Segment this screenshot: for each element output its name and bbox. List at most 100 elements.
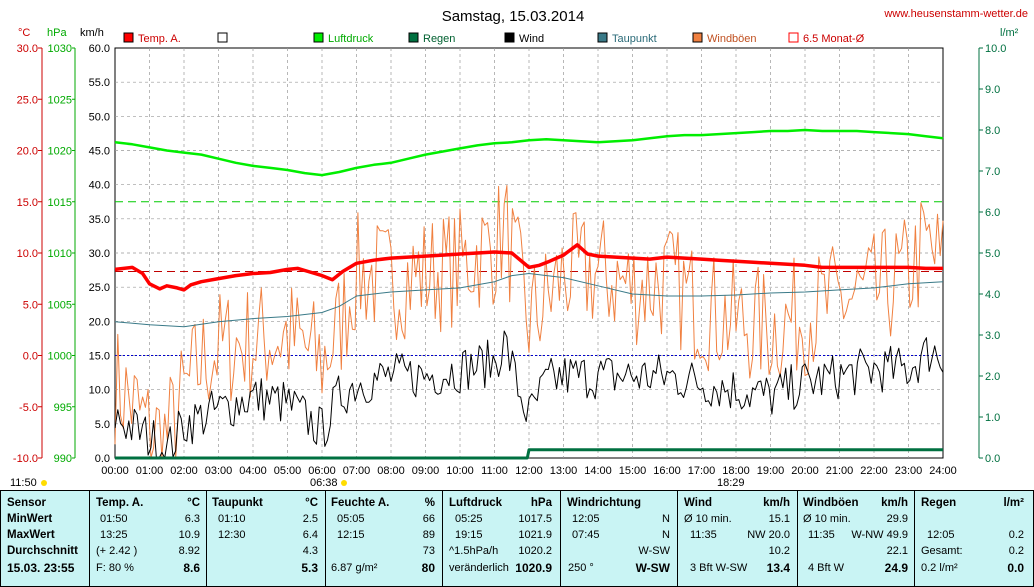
unit-wind: km/h (80, 27, 104, 39)
wdir-max-val: N (662, 529, 670, 541)
temp-unit: °C (187, 497, 200, 509)
unit-temp: °C (18, 27, 30, 39)
wdir-header: Windrichtung (567, 497, 641, 509)
temp-foot-left: F: 80 % (96, 562, 134, 574)
wind-max-time: 11:35 (690, 529, 717, 541)
x-marker-label: 11:50 (10, 477, 37, 489)
series-temp-a- (114, 243, 943, 292)
x-tick-label: 00:00 (101, 465, 129, 477)
wind-tick-label: 45.0 (89, 146, 110, 158)
dew-min-val: 2.5 (302, 513, 318, 525)
press-max-val: 1021.9 (518, 529, 552, 541)
rain-tick-label: 6.0 (985, 207, 1000, 219)
series-regen (115, 448, 943, 460)
temp-foot-val: 8.6 (183, 561, 200, 575)
temp-tick-label: -5.0 (19, 402, 38, 414)
weather-chart: Samstag, 15.03.2014 www.heusenstamm-wett… (10, 8, 1028, 489)
pressure-tick-label: 1030 (48, 43, 72, 55)
stats-table: Sensor MinWert MaxWert Durchschnitt 15.0… (0, 490, 1034, 587)
temp-tick-label: 20.0 (17, 146, 38, 158)
rain-tick-label: 2.0 (985, 371, 1000, 383)
rain-min-val: 0.2 (1008, 529, 1024, 541)
dew-max-time: 12:30 (218, 529, 246, 541)
legend-swatch (504, 32, 515, 43)
press-avg-note: ^1.5hPa/h (449, 545, 499, 557)
temp-tick-label: 10.0 (17, 248, 38, 260)
wdir-foot-val: W-SW (635, 561, 670, 575)
wind-foot-left: 3 Bft W-SW (690, 562, 748, 574)
x-tick-label: 14:00 (584, 465, 612, 477)
chart-legend: Temp. A. Luftdruck Regen Wind Taupunkt Windbö… (123, 32, 865, 45)
temp-avg-note: (+ 2.42 ) (96, 545, 138, 557)
gust-foot-val: 24.9 (884, 561, 908, 575)
rain-header: Regen (921, 497, 957, 509)
x-tick-label: 19:00 (757, 465, 785, 477)
rain-foot-left: 0.2 l/m² (921, 562, 958, 574)
pressure-tick-label: 1000 (48, 351, 72, 363)
x-tick-label: 21:00 (826, 465, 854, 477)
x-tick-label: 16:00 (653, 465, 681, 477)
legend-label: Windböen (707, 33, 757, 45)
pressure-tick-label: 1015 (48, 197, 72, 209)
wind-header: Wind (684, 497, 712, 509)
legend-label: 6.5 Monat-Ø (803, 33, 865, 45)
dew-unit: °C (305, 497, 318, 509)
x-tick-label: 02:00 (170, 465, 198, 477)
legend-swatch (692, 32, 703, 43)
wdir-foot-left: 250 ° (568, 562, 594, 574)
hum-header: Feuchte A. (331, 497, 390, 509)
x-marker-label: 18:29 (717, 477, 745, 489)
temp-tick-label: 15.0 (17, 197, 38, 209)
x-tick-label: 05:00 (274, 465, 302, 477)
x-tick-label: 18:00 (722, 465, 750, 477)
dew-min-time: 01:10 (218, 513, 246, 525)
legend-item-1 (217, 32, 228, 43)
x-tick-label: 22:00 (860, 465, 888, 477)
series-luftdruck (114, 128, 944, 177)
wind-tick-label: 40.0 (89, 180, 110, 192)
press-header: Luftdruck (449, 497, 503, 509)
x-tick-label: 12:00 (515, 465, 543, 477)
x-tick-label: 08:00 (377, 465, 405, 477)
legend-swatch (313, 32, 324, 43)
rain-tick-label: 8.0 (985, 125, 1000, 137)
wind-tick-label: 20.0 (89, 316, 110, 328)
pressure-tick-label: 1005 (48, 299, 72, 311)
temp-tick-label: 25.0 (17, 94, 38, 106)
dew-header: Taupunkt (212, 497, 263, 509)
hum-avg-val: 73 (422, 545, 435, 557)
series-wind (114, 330, 944, 459)
gust-header: Windböen (803, 497, 859, 509)
legend-label: Regen (423, 33, 455, 45)
sensor-header: Sensor (7, 497, 46, 509)
wdir-min-val: N (662, 513, 670, 525)
press-min-val: 1017.5 (518, 513, 552, 525)
legend-swatch (788, 32, 799, 43)
hum-unit: % (424, 497, 435, 509)
rain-tick-label: 5.0 (985, 248, 1000, 260)
hum-min-time: 05:05 (337, 513, 365, 525)
x-tick-label: 10:00 (446, 465, 474, 477)
x-tick-label: 06:00 (308, 465, 336, 477)
series-windb-en (114, 185, 944, 459)
rain-tick-label: 7.0 (985, 166, 1000, 178)
rain-tick-label: 9.0 (985, 84, 1000, 96)
press-avg-val: 1020.2 (518, 545, 552, 557)
temp-tick-label: 30.0 (17, 43, 38, 55)
hum-foot-left: 6.87 g/m² (331, 562, 378, 574)
temp-avg-val: 8.92 (178, 545, 200, 557)
pressure-tick-label: 995 (54, 402, 72, 414)
wind-unit: km/h (763, 497, 790, 509)
wdir-min-time: 12:05 (572, 513, 600, 525)
wind-tick-label: 60.0 (89, 43, 110, 55)
wind-tick-label: 30.0 (89, 248, 110, 260)
x-tick-label: 17:00 (688, 465, 716, 477)
sensor-row-avg: Durchschnitt (7, 545, 78, 557)
gust-min-val: 29.9 (886, 513, 908, 525)
x-tick-label: 04:00 (239, 465, 267, 477)
sensor-row-min: MinWert (7, 513, 53, 525)
legend-item-3: Regen (408, 32, 455, 45)
wind-tick-label: 5.0 (95, 419, 110, 431)
rain-max-time: Gesamt: (921, 545, 963, 557)
temp-min-val: 6.3 (184, 513, 200, 525)
